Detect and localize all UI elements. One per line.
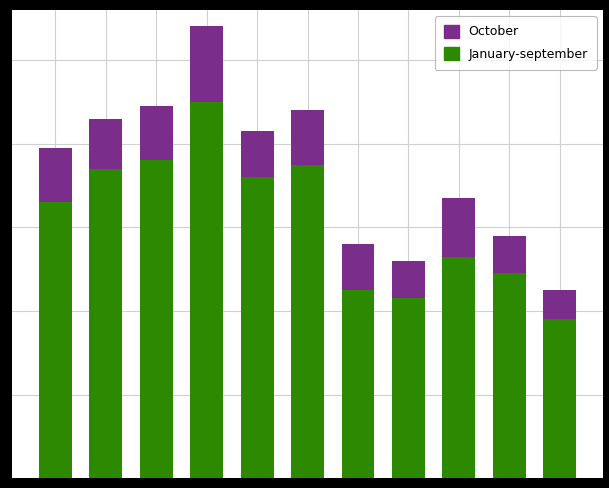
Bar: [291, 164, 324, 478]
Bar: [39, 202, 72, 478]
Bar: [90, 169, 122, 478]
Bar: [39, 148, 72, 202]
Bar: [140, 161, 173, 478]
Bar: [543, 290, 576, 319]
Bar: [342, 290, 375, 478]
Bar: [392, 261, 425, 298]
Bar: [392, 298, 425, 478]
Bar: [140, 106, 173, 161]
Legend: October, January-september: October, January-september: [435, 16, 597, 69]
Bar: [493, 273, 526, 478]
Bar: [241, 177, 273, 478]
Bar: [342, 244, 375, 290]
Bar: [241, 131, 273, 177]
Bar: [190, 26, 223, 102]
Bar: [90, 119, 122, 169]
Bar: [291, 110, 324, 164]
Bar: [543, 319, 576, 478]
Bar: [493, 236, 526, 273]
Bar: [442, 198, 475, 257]
Bar: [442, 257, 475, 478]
Bar: [190, 102, 223, 478]
